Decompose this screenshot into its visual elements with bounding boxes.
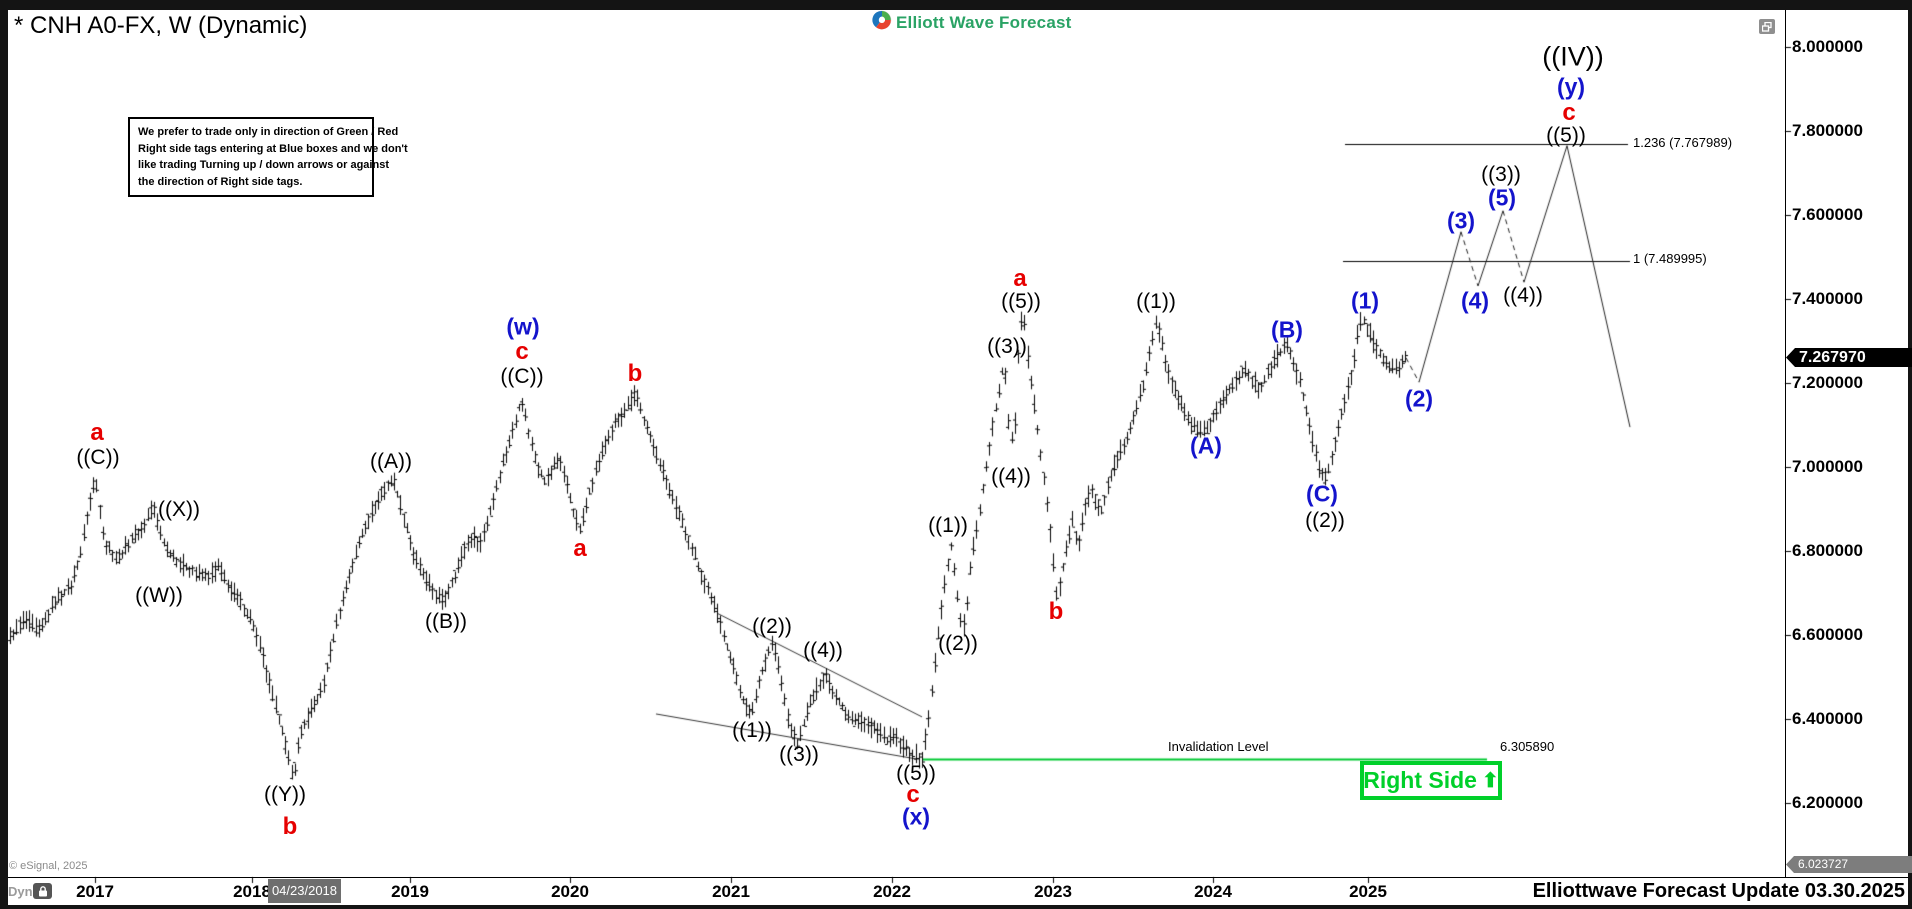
brand-logo: Elliott Wave Forecast	[872, 10, 1072, 35]
wave-label: ((5))	[1001, 290, 1041, 313]
wave-label: ((3))	[987, 335, 1027, 358]
wave-label: (A)	[1190, 432, 1222, 459]
year-tick-label: 2025	[1349, 882, 1387, 901]
wave-label: ((3))	[779, 743, 819, 766]
wave-label: ((B))	[425, 610, 467, 633]
price-tick-label: 6.400000	[1792, 709, 1863, 728]
fib-equal-label: 1 (7.489995)	[1633, 251, 1707, 266]
note-line: the direction of Right side tags.	[138, 175, 303, 188]
maximize-icon[interactable]	[1759, 19, 1775, 34]
wave-label: c	[906, 781, 920, 808]
trading-note-box: We prefer to trade only in direction of …	[128, 117, 408, 197]
price-tick-label: 7.200000	[1792, 373, 1863, 392]
wave-label: (3)	[1446, 207, 1476, 234]
fib-extension-label: 1.236 (7.767989)	[1633, 135, 1733, 150]
year-tick-label: 2021	[712, 882, 750, 901]
year-tick-label: 2022	[873, 882, 911, 901]
wave-label: ((5))	[896, 762, 936, 785]
year-tick-label: 2019	[391, 882, 429, 901]
right-side-badge: Right Side ⬆	[1360, 761, 1502, 800]
note-line: We prefer to trade only in direction of …	[138, 126, 399, 138]
forecast-update-text: Elliottwave Forecast Update 03.30.2025	[1532, 880, 1905, 902]
price-tick-label: 6.200000	[1792, 793, 1863, 812]
low-price-marker-badge: 6.023727	[1786, 856, 1912, 873]
wave-label: ((1))	[1136, 290, 1176, 313]
brand-logo-text: Elliott Wave Forecast	[896, 12, 1072, 32]
wave-label: b	[627, 360, 643, 387]
wave-label: ((1))	[928, 514, 968, 537]
up-arrow-icon: ⬆	[1481, 769, 1499, 792]
wave-label: (x)	[901, 803, 931, 830]
year-tick-label: 2024	[1194, 882, 1232, 901]
last-price-badge: 7.267970	[1786, 348, 1912, 367]
price-tick-label: 8.000000	[1792, 37, 1863, 56]
price-tick-label: 7.800000	[1792, 121, 1863, 140]
wave-label: ((A))	[370, 450, 412, 473]
wave-label: ((2))	[752, 615, 792, 638]
price-tick-label: 6.800000	[1792, 541, 1863, 560]
date-tooltip-badge: 04/23/2018	[268, 879, 341, 903]
wave-label: ((4))	[991, 465, 1031, 488]
wave-label: (B)	[1271, 316, 1303, 343]
year-tick-label: 2020	[551, 882, 589, 901]
price-tick-label: 7.000000	[1792, 457, 1863, 476]
copyright-text: © eSignal, 2025	[9, 860, 88, 872]
wave-label: c	[515, 338, 529, 365]
brand-logo-icon	[872, 10, 892, 35]
invalidation-level-label: Invalidation Level	[1168, 739, 1269, 754]
wave-label: ((4))	[1503, 284, 1543, 307]
wave-label: ((3))	[1481, 163, 1521, 186]
wave-label: ((5))	[1546, 124, 1586, 147]
note-line: like trading Turning up / down arrows or…	[138, 159, 389, 171]
year-tick-label: 2017	[76, 882, 114, 901]
wave-label: ((2))	[938, 632, 978, 655]
invalidation-level-value: 6.305890	[1500, 739, 1555, 754]
wave-label: c	[1562, 99, 1576, 126]
price-tick-label: 6.600000	[1792, 625, 1863, 644]
wave-label: a	[90, 419, 104, 446]
year-tick-label: 2018	[233, 882, 271, 901]
wave-label: a	[573, 535, 587, 562]
wave-label: b	[282, 813, 298, 840]
wave-label: (1)	[1350, 287, 1380, 314]
year-tick-label: 2023	[1034, 882, 1072, 901]
wave-label: (C)	[1306, 480, 1338, 507]
wave-label: ((W))	[135, 584, 183, 607]
wave-label: ((4))	[803, 639, 843, 662]
price-tick-label: 7.600000	[1792, 205, 1863, 224]
symbol-title: * CNH A0-FX, W (Dynamic)	[14, 12, 308, 39]
wave-label: ((IV))	[1542, 41, 1604, 72]
wave-label: ((C))	[76, 446, 120, 469]
wave-label: (5)	[1487, 184, 1517, 211]
wave-label: ((2))	[1305, 509, 1345, 532]
note-line: Right side tags entering at Blue boxes a…	[138, 142, 408, 155]
wave-label: (w)	[506, 313, 540, 340]
wave-label: (2)	[1404, 385, 1434, 412]
wave-label: ((Y))	[264, 783, 306, 806]
price-tick-label: 7.400000	[1792, 289, 1863, 308]
wave-label: ((1))	[732, 719, 772, 742]
tab-dyn[interactable]: Dyn	[8, 884, 33, 899]
wave-label: a	[1013, 265, 1027, 292]
right-side-label: Right Side	[1363, 767, 1477, 793]
wave-label: ((C))	[500, 365, 544, 388]
wave-label: (4)	[1460, 287, 1490, 314]
wave-label: b	[1048, 598, 1064, 625]
wave-label: ((X))	[158, 498, 200, 521]
wave-label: (y)	[1556, 73, 1586, 100]
lock-icon[interactable]	[33, 883, 52, 899]
